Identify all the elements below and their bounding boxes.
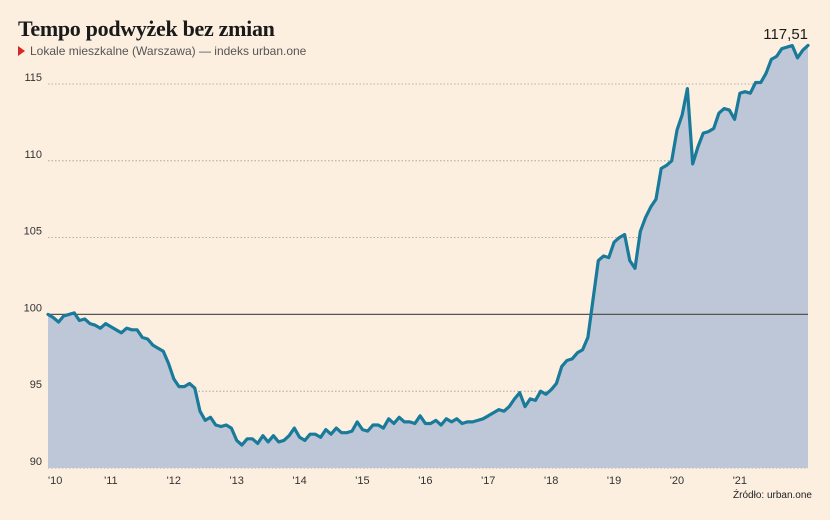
y-tick-label: 90 [30,456,42,468]
y-tick-label: 110 [24,149,42,161]
source-note: Źródło: urban.one [733,490,812,501]
end-value-label: 117,51 [763,26,808,43]
x-tick-label: '12 [167,475,181,487]
y-tick-label: 115 [24,72,42,84]
area-fill [48,45,808,469]
x-tick-label: '18 [544,475,558,487]
x-tick-label: '17 [481,475,495,487]
y-axis-ticks: 90 95 100 105 110 115 [24,72,42,468]
x-tick-label: '21 [733,475,747,487]
x-axis-ticks: '10 '11 '12 '13 '14 '15 '16 '17 '18 '19 '20 '21 [48,475,747,487]
chart-subtitle: Lokale mieszkalne (Warszawa) — indeks ur… [18,44,306,58]
x-tick-label: '10 [48,475,62,487]
x-tick-label: '15 [355,475,369,487]
index-line [46,43,810,447]
x-tick-label: '13 [230,475,244,487]
y-tick-label: 105 [24,226,42,238]
chart-title: Tempo podwyżek bez zmian [18,16,275,41]
red-triangle-icon [18,46,25,56]
x-tick-label: '20 [670,475,684,487]
y-tick-label: 100 [24,302,42,314]
subtitle-text: Lokale mieszkalne (Warszawa) — indeks ur… [30,44,307,58]
x-tick-label: '14 [292,475,306,487]
x-tick-label: '19 [607,475,621,487]
x-tick-label: '16 [418,475,432,487]
y-tick-label: 95 [30,379,42,391]
x-tick-label: '11 [104,475,118,487]
